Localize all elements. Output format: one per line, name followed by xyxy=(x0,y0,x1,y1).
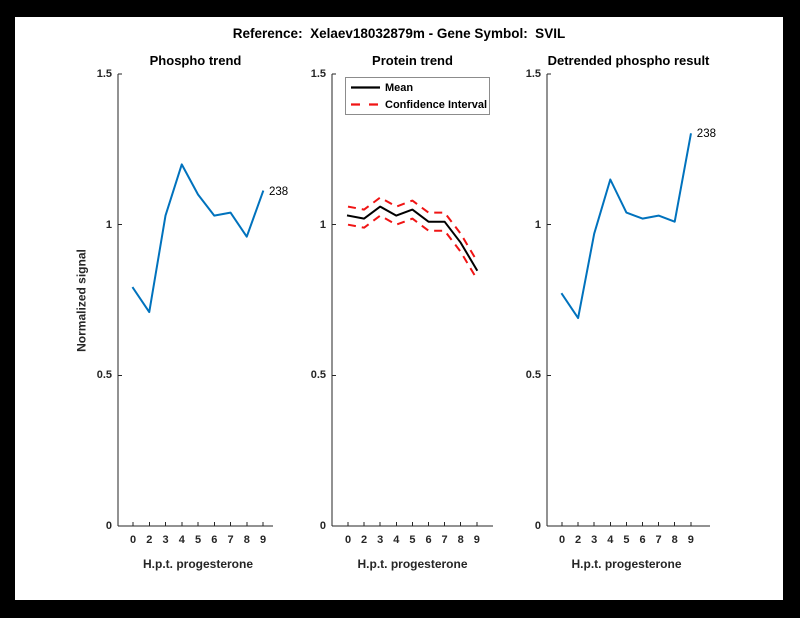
chart-area xyxy=(117,73,710,527)
y-tick-label: 1 xyxy=(534,218,541,231)
dashed-line-icon xyxy=(351,103,380,106)
x-tick-label: 2 xyxy=(361,534,368,546)
x-tick-label: 5 xyxy=(623,534,630,546)
x-tick-label: 9 xyxy=(687,534,694,546)
x-tick-label: 7 xyxy=(441,534,448,546)
x-tick-label: 3 xyxy=(377,534,384,546)
legend-entry-mean: Mean xyxy=(346,80,489,95)
x-axis-label-plot3: H.p.t. progesterone xyxy=(571,557,682,571)
x-tick-label: 8 xyxy=(671,534,678,546)
subplot-title-protein-trend: Protein trend xyxy=(372,53,453,68)
solid-line-icon xyxy=(351,86,380,89)
y-tick-label: 1 xyxy=(105,218,112,231)
x-tick-label: 2 xyxy=(575,534,582,546)
series-line-ci-lower xyxy=(347,214,478,280)
legend-label-confidence-interval: Confidence Interval xyxy=(385,98,488,111)
series-line-phospho-signal xyxy=(131,163,265,314)
x-tick-label: 5 xyxy=(194,534,202,546)
subplot-title-detrended-result: Detrended phospho result xyxy=(547,53,710,68)
legend: Mean Confidence Interval xyxy=(345,77,490,115)
x-tick-label: 8 xyxy=(243,534,250,546)
endpoint-annotation: 238 xyxy=(696,128,716,141)
x-tick-label: 0 xyxy=(129,534,137,546)
x-tick-label: 9 xyxy=(259,534,267,546)
figure-canvas: Reference: Xelaev18032879m - Gene Symbol… xyxy=(15,17,783,600)
x-tick-label: 4 xyxy=(178,534,185,546)
x-tick-label: 3 xyxy=(162,534,169,546)
x-tick-label: 6 xyxy=(639,534,646,546)
series-line-ci-upper xyxy=(347,196,478,262)
x-tick-label: 7 xyxy=(227,534,234,546)
endpoint-annotation: 238 xyxy=(269,185,289,198)
x-axis-label-plot2: H.p.t. progesterone xyxy=(357,557,468,571)
x-tick-label: 7 xyxy=(655,534,662,546)
x-tick-label: 0 xyxy=(344,534,352,546)
figure-title: Reference: Xelaev18032879m - Gene Symbol… xyxy=(232,26,566,41)
y-tick-label: 0 xyxy=(105,520,112,532)
series-line-detrended-phospho xyxy=(560,133,692,320)
x-tick-label: 0 xyxy=(558,534,566,546)
x-tick-label: 9 xyxy=(473,534,480,546)
x-tick-label: 6 xyxy=(425,534,432,546)
y-tick-label: 1.5 xyxy=(525,68,541,80)
subplot-title-phospho-trend: Phospho trend xyxy=(149,53,242,68)
series-line-mean xyxy=(346,205,479,272)
legend-entry-confidence-interval: Confidence Interval xyxy=(346,97,489,112)
y-tick-label: 1.5 xyxy=(96,68,112,80)
y-tick-label: 1.5 xyxy=(310,68,326,80)
y-tick-label: 0 xyxy=(534,520,541,532)
y-tick-label: 0.5 xyxy=(310,369,326,382)
x-tick-label: 8 xyxy=(457,534,464,546)
y-tick-label: 1 xyxy=(319,218,326,231)
x-tick-label: 6 xyxy=(211,534,218,546)
y-axis-label: Normalized signal xyxy=(74,249,89,352)
x-axis-label-plot1: H.p.t. progesterone xyxy=(142,557,253,571)
x-tick-label: 5 xyxy=(409,534,416,546)
y-tick-label: 0.5 xyxy=(525,369,541,382)
x-tick-label: 3 xyxy=(591,534,598,546)
legend-label-mean: Mean xyxy=(385,81,414,94)
x-tick-label: 2 xyxy=(146,534,153,546)
x-tick-label: 4 xyxy=(607,534,614,546)
y-tick-label: 0.5 xyxy=(96,369,112,382)
x-tick-label: 4 xyxy=(393,534,400,546)
y-tick-label: 0 xyxy=(319,520,326,532)
